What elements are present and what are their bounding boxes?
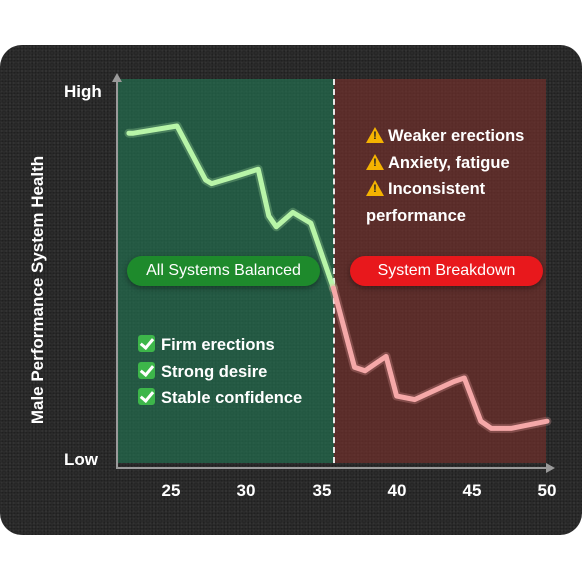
positive-item: Firm erections: [138, 332, 338, 359]
check-icon: [138, 388, 155, 405]
warning-icon: [366, 180, 384, 196]
x-tick: 40: [387, 481, 407, 500]
x-tick: 25: [161, 481, 181, 500]
check-icon: [138, 335, 155, 352]
x-tick: 45: [462, 481, 482, 500]
y-axis-label: Male Performance System Health: [28, 155, 47, 425]
y-tick-high: High: [64, 82, 102, 101]
positive-list: Firm erections Strong desire Stable conf…: [138, 332, 338, 412]
threshold-divider: [333, 79, 335, 463]
x-tick: 35: [312, 481, 332, 500]
x-tick: 30: [236, 481, 256, 500]
series-line-2: [330, 285, 550, 431]
series-line-1: [126, 123, 336, 291]
warning-icon: [366, 153, 384, 170]
warning-item: Inconsistent: [366, 176, 566, 203]
x-tick: 50: [537, 481, 557, 500]
y-axis-arrow-icon: [112, 73, 122, 82]
warning-item-continuation: performance: [366, 206, 466, 225]
plot-area: [124, 121, 552, 433]
x-axis-arrow-icon: [546, 463, 555, 473]
warning-item: Anxiety, fatigue: [366, 150, 566, 177]
x-axis: [116, 467, 546, 469]
balanced-badge: All Systems Balanced: [127, 256, 320, 286]
chart-card: Male Performance System Health High Low …: [0, 45, 582, 535]
y-axis: [116, 79, 118, 469]
warning-item: Weaker erections: [366, 123, 566, 150]
warning-icon: [366, 127, 384, 143]
y-tick-low: Low: [64, 450, 98, 469]
breakdown-badge: System Breakdown: [350, 256, 543, 286]
positive-item: Stable confidence: [138, 385, 338, 412]
series-line-glow-2: [328, 283, 552, 433]
warning-list: Weaker erections Anxiety, fatigue Incons…: [366, 123, 566, 229]
check-icon: [138, 361, 155, 379]
positive-item: Strong desire: [138, 359, 338, 386]
